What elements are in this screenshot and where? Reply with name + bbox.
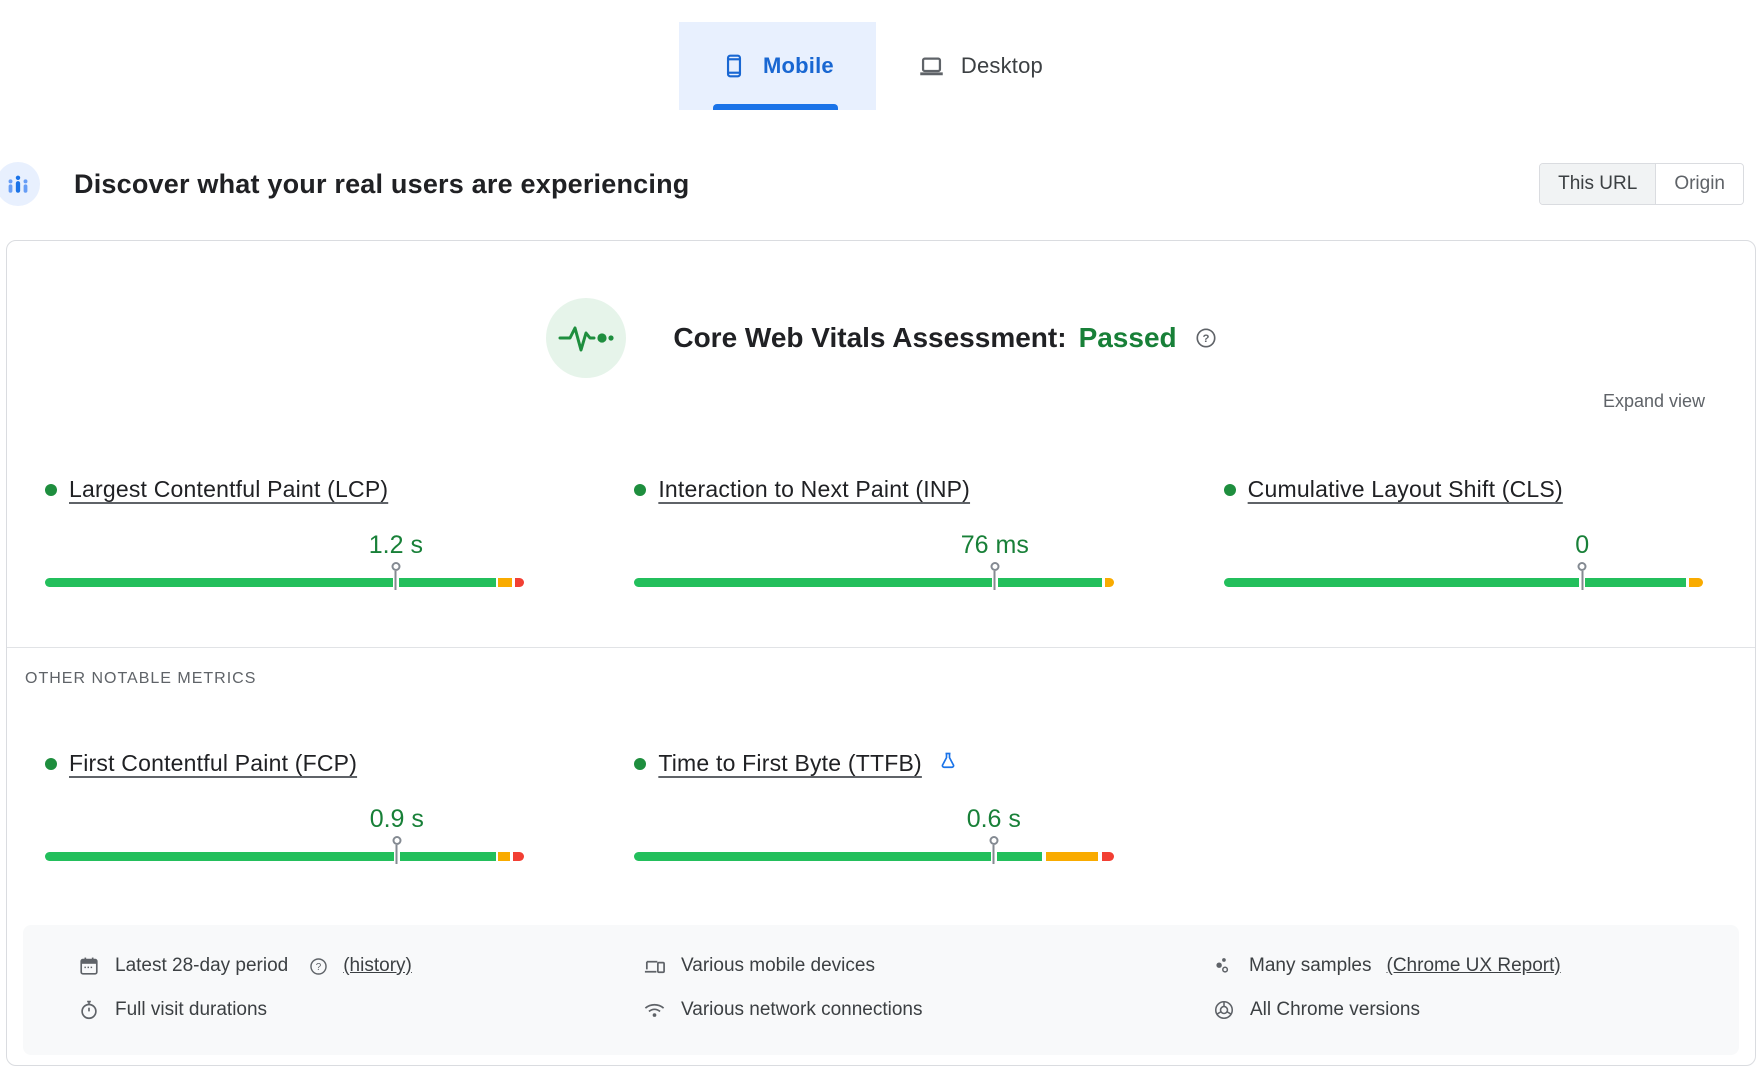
assessment-header: Core Web Vitals Assessment: Passed ?: [7, 297, 1755, 379]
svg-text:?: ?: [1202, 333, 1209, 345]
bar-area: 0: [1223, 531, 1703, 595]
metric-cls: Cumulative Layout Shift (CLS) 0: [1223, 476, 1703, 595]
devices-icon: [643, 955, 666, 978]
assessment-text: Core Web Vitals Assessment: Passed ?: [673, 322, 1216, 354]
distribution-bar-lcp: [45, 578, 525, 587]
metric-link-ttfb[interactable]: Time to First Byte (TTFB): [658, 750, 922, 776]
other-metrics-heading: OTHER NOTABLE METRICS: [25, 670, 257, 687]
metric-title: Interaction to Next Paint (INP): [634, 476, 1113, 503]
svg-text:?: ?: [316, 962, 322, 973]
footer-item-devices: Various mobile devices: [643, 951, 1213, 981]
phone-icon: [721, 53, 747, 79]
good-status-dot: [634, 483, 647, 496]
core-web-vitals-card: Core Web Vitals Assessment: Passed ? Exp…: [6, 240, 1756, 1066]
core-metrics-row: Largest Contentful Paint (LCP) 1.2 s Int…: [7, 476, 1755, 595]
metric-link-cls[interactable]: Cumulative Layout Shift (CLS): [1247, 476, 1563, 502]
metric-title: First Contentful Paint (FCP): [45, 750, 524, 777]
this-url-button[interactable]: This URL: [1540, 164, 1657, 204]
good-status-dot: [634, 757, 647, 770]
footer-item-durations: Full visit durations: [78, 995, 643, 1025]
expand-view-button[interactable]: Expand view: [1602, 391, 1705, 411]
good-status-dot: [45, 757, 57, 770]
metric-link-inp[interactable]: Interaction to Next Paint (INP): [658, 476, 971, 502]
good-status-dot: [1223, 483, 1236, 496]
question-circle-icon[interactable]: ?: [309, 957, 328, 976]
device-tabstrip: Mobile Desktop: [0, 0, 1764, 110]
page-title: Discover what your real users are experi…: [74, 168, 690, 199]
footer-item-samples: Many samples (Chrome UX Report): [1213, 951, 1719, 981]
footer-item-period: Latest 28-day period ? (history): [78, 951, 643, 981]
metric-fcp: First Contentful Paint (FCP) 0.9 s: [45, 750, 525, 869]
metric-link-fcp[interactable]: First Contentful Paint (FCP): [69, 750, 358, 776]
other-metrics-row: First Contentful Paint (FCP) 0.9 s Time …: [7, 750, 1755, 869]
p75-pin-marker: [392, 836, 402, 864]
metric-title: Time to First Byte (TTFB): [634, 750, 1113, 777]
p75-pin-marker: [391, 562, 401, 590]
chrome-logo-icon: [1213, 999, 1235, 1021]
footer-samples-text: Many samples: [1249, 955, 1372, 976]
metric-inp: Interaction to Next Paint (INP) 76 ms: [634, 476, 1114, 595]
metric-value-inp: 76 ms: [960, 531, 1029, 559]
footer-col-period: Latest 28-day period ? (history): [78, 951, 643, 1025]
distribution-bar-inp: [634, 578, 1114, 587]
bar-area: 1.2 s: [45, 531, 525, 595]
assessment-title: Core Web Vitals Assessment:: [673, 322, 1067, 353]
assessment-result: Passed: [1078, 322, 1177, 353]
distribution-bar-fcp: [45, 852, 525, 861]
chrome-ux-report-link[interactable]: (Chrome UX Report): [1386, 955, 1561, 976]
footer-chrome-text: All Chrome versions: [1250, 999, 1420, 1020]
p75-pin-marker: [1577, 562, 1587, 590]
collection-info-footer: Latest 28-day period ? (history): [23, 925, 1739, 1055]
section-divider: [7, 647, 1755, 648]
tab-desktop[interactable]: Desktop: [876, 22, 1085, 110]
bar-area: 0.6 s: [634, 805, 1114, 869]
expand-row: Expand view: [7, 391, 1755, 412]
scope-toggle: This URL Origin: [1539, 163, 1744, 205]
metric-value-fcp: 0.9 s: [369, 805, 424, 833]
metric-title: Largest Contentful Paint (LCP): [45, 476, 524, 503]
metric-link-lcp[interactable]: Largest Contentful Paint (LCP): [69, 476, 389, 502]
p75-pin-marker: [990, 562, 1000, 590]
pulse-heartbeat-icon: [545, 297, 627, 379]
p75-pin-marker: [989, 836, 999, 864]
distribution-bar-ttfb: [634, 852, 1114, 861]
metric-ttfb: Time to First Byte (TTFB) 0.6 s: [634, 750, 1114, 869]
question-circle-icon[interactable]: ?: [1195, 327, 1217, 349]
origin-button[interactable]: Origin: [1656, 164, 1743, 204]
crux-bar-people-icon: [0, 162, 40, 206]
history-link[interactable]: (history): [343, 955, 412, 976]
metric-value-ttfb: 0.6 s: [966, 805, 1021, 833]
tab-mobile-label: Mobile: [763, 53, 834, 78]
tab-desktop-label: Desktop: [960, 53, 1043, 78]
bar-area: 0.9 s: [45, 805, 525, 869]
metric-title: Cumulative Layout Shift (CLS): [1223, 476, 1703, 503]
footer-col-devices: Various mobile devices Various network c…: [643, 951, 1213, 1025]
metric-value-cls: 0: [1575, 531, 1590, 559]
active-tab-underline: [713, 104, 838, 110]
footer-durations-text: Full visit durations: [115, 999, 268, 1020]
laptop-icon: [918, 53, 945, 80]
bar-area: 76 ms: [634, 531, 1114, 595]
stopwatch-icon: [78, 999, 100, 1021]
wifi-icon: [643, 999, 666, 1022]
footer-devices-text: Various mobile devices: [681, 955, 875, 976]
metric-value-lcp: 1.2 s: [368, 531, 423, 559]
footer-item-chrome: All Chrome versions: [1213, 995, 1719, 1025]
footer-col-samples: Many samples (Chrome UX Report) All Chro…: [1213, 951, 1719, 1025]
tab-mobile[interactable]: Mobile: [679, 22, 876, 110]
dots-cluster-icon: [1213, 956, 1234, 977]
field-data-header: Discover what your real users are experi…: [0, 160, 1764, 208]
distribution-bar-cls: [1223, 578, 1703, 587]
footer-item-network: Various network connections: [643, 995, 1213, 1025]
metric-lcp: Largest Contentful Paint (LCP) 1.2 s: [45, 476, 525, 595]
footer-period-text: Latest 28-day period: [115, 955, 289, 976]
good-status-dot: [45, 483, 57, 496]
footer-network-text: Various network connections: [681, 999, 923, 1020]
calendar-icon: [78, 955, 100, 977]
experiment-flask-icon[interactable]: [938, 751, 958, 771]
